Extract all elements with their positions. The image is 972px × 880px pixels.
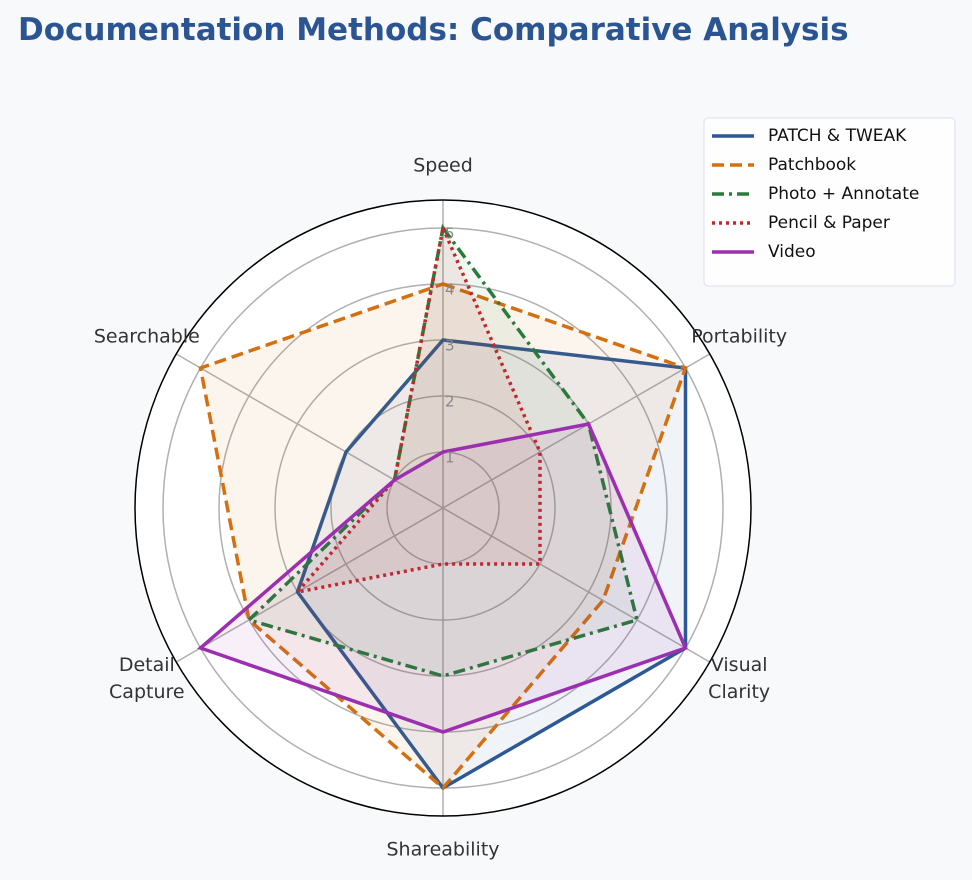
r-tick-label: 3 [445,337,455,355]
axis-label: Shareability [386,838,500,861]
legend-label: Video [768,242,816,262]
r-tick-label: 4 [445,281,455,299]
spoke [175,507,444,663]
axis-label: Searchable [93,325,200,348]
r-tick-label: 5 [445,225,455,243]
series-area [200,284,686,788]
series-line [197,422,688,734]
legend-label: Patchbook [768,155,856,175]
spoke [442,353,711,509]
series-area [297,228,540,592]
axis-label: Detail Capture [109,654,185,703]
series-area [200,424,686,732]
outer-frame [134,199,752,817]
axis-label: Portability [691,325,788,348]
r-tick-label: 1 [445,449,455,467]
legend-label: PATCH & TWEAK [768,126,907,146]
axis-label: Speed [413,154,473,177]
r-tick-label: 2 [445,393,455,411]
legend-label: Photo + Annotate [768,184,919,204]
chart-title: Documentation Methods: Comparative Analy… [18,12,849,48]
series-area [297,340,686,788]
legend-box [703,117,956,287]
spoke [442,507,711,663]
spoke [175,353,444,509]
legend-label: Pencil & Paper [768,213,890,233]
axis-label: Visual Clarity [708,654,771,703]
series-line [198,282,688,791]
